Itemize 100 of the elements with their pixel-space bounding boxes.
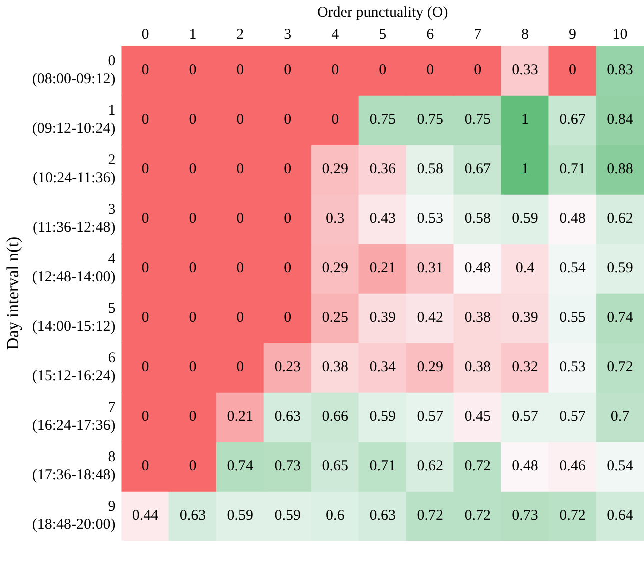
- data-label: 0.72: [560, 508, 586, 524]
- data-label: 0: [189, 211, 197, 228]
- data-label: 0.74: [227, 458, 254, 475]
- data-label: 0.34: [370, 360, 396, 376]
- data-label: 0.43: [370, 211, 396, 228]
- data-label: 0.84: [607, 112, 634, 128]
- data-label: 0: [379, 62, 387, 79]
- y-tick-label: 5 (14:00-15:12): [32, 301, 116, 336]
- data-label: 0.57: [560, 409, 586, 426]
- x-tick-label: 9: [569, 26, 577, 43]
- data-label: 0.67: [560, 112, 586, 128]
- data-label: 0.71: [560, 162, 586, 178]
- data-label: 0.48: [560, 211, 586, 228]
- data-label: 0: [284, 211, 292, 228]
- data-label: 0: [142, 310, 150, 326]
- data-label: 0.65: [322, 458, 349, 475]
- data-label: 0.88: [607, 162, 634, 178]
- data-label: 0.59: [274, 508, 302, 524]
- data-label: 0.63: [274, 409, 302, 426]
- data-label: 0.29: [417, 360, 444, 376]
- data-label: 0.46: [560, 458, 586, 475]
- data-label: 0: [332, 112, 340, 128]
- data-label: 0.72: [417, 508, 444, 524]
- y-tick-label: 7 (16:24-17:36): [32, 400, 116, 434]
- data-label: 0.57: [417, 409, 444, 426]
- data-label: 0: [142, 260, 150, 277]
- data-label: 0.62: [607, 211, 634, 228]
- data-label: 0.48: [464, 260, 491, 277]
- data-label: 0.29: [322, 260, 349, 277]
- data-label: 0.36: [370, 162, 396, 178]
- data-label: 0.39: [512, 310, 538, 326]
- x-tick-label: 7: [474, 26, 482, 43]
- data-label: 0: [569, 62, 577, 79]
- data-label: 0.4: [516, 260, 536, 277]
- data-label: 0.75: [417, 112, 444, 128]
- data-label: 0.39: [370, 310, 396, 326]
- x-tick-label: 1: [189, 26, 197, 43]
- data-label: 0: [189, 112, 197, 128]
- data-label: 0.21: [227, 409, 254, 426]
- data-label: 0: [474, 62, 482, 79]
- data-label: 0: [142, 162, 150, 178]
- data-label: 0.58: [464, 211, 491, 228]
- data-label: 0.62: [417, 458, 444, 475]
- x-tick-label: 4: [332, 26, 340, 43]
- data-label: 0: [284, 260, 292, 277]
- data-label: 0.59: [607, 260, 634, 277]
- y-tick-label: 4 (12:48-14:00): [32, 252, 116, 286]
- data-label: 0.42: [417, 310, 444, 326]
- x-tick-label: 5: [379, 26, 387, 43]
- data-label: 0: [142, 211, 150, 228]
- data-label: 0.63: [180, 508, 206, 524]
- data-label: 0: [426, 62, 434, 79]
- data-label: 0: [142, 458, 150, 475]
- x-tick-label: 3: [284, 26, 292, 43]
- data-label: 0: [236, 310, 244, 326]
- data-label: 0: [236, 360, 244, 376]
- x-tick-label: 2: [236, 26, 244, 43]
- data-label: 0.3: [326, 211, 345, 228]
- data-label: 0: [236, 162, 244, 178]
- data-label: 0.72: [607, 360, 634, 376]
- data-label: 0.64: [607, 508, 634, 524]
- data-label: 0: [284, 162, 292, 178]
- data-label: 0.23: [274, 360, 302, 376]
- data-label: 0.54: [607, 458, 634, 475]
- data-label: 0: [142, 62, 150, 79]
- data-label: 0.25: [322, 310, 349, 326]
- data-label: 0.59: [370, 409, 396, 426]
- data-label: 0.75: [370, 112, 396, 128]
- data-label: 0.44: [132, 508, 160, 524]
- data-label: 0.21: [370, 260, 396, 277]
- data-label: 0.72: [464, 458, 491, 475]
- data-label: 0: [236, 112, 244, 128]
- data-label: 0.38: [464, 310, 491, 326]
- data-label: 0.72: [464, 508, 491, 524]
- data-label: 0.54: [560, 260, 586, 277]
- data-label: 0: [284, 112, 292, 128]
- data-label: 0: [189, 310, 197, 326]
- data-label: 0: [142, 112, 150, 128]
- data-label: 0.66: [322, 409, 350, 426]
- data-label: 0.45: [464, 409, 491, 426]
- data-label: 0.32: [512, 360, 538, 376]
- data-label: 0: [189, 360, 197, 376]
- data-label: 0.7: [610, 409, 630, 426]
- data-label: 0: [236, 260, 244, 277]
- data-label: 0.29: [322, 162, 349, 178]
- data-label: 0.38: [464, 360, 491, 376]
- data-label: 0: [284, 310, 292, 326]
- y-axis-title: Day interval n(t): [4, 236, 23, 350]
- x-axis-title: Order punctuality (O): [317, 4, 448, 21]
- data-label: 0.31: [417, 260, 444, 277]
- y-tick-label: 2 (10:24-11:36): [32, 152, 116, 187]
- data-label: 0.63: [370, 508, 396, 524]
- y-tick-label: 3 (11:36-12:48): [32, 202, 116, 236]
- data-label: 0: [142, 409, 150, 426]
- data-label: 0.58: [417, 162, 444, 178]
- data-label: 0: [332, 62, 340, 79]
- data-label: 0.74: [607, 310, 634, 326]
- y-tick-label: 1 (09:12-10:24): [32, 103, 116, 138]
- data-label: 0.67: [464, 162, 492, 178]
- y-tick-label: 0 (08:00-09:12): [32, 54, 116, 88]
